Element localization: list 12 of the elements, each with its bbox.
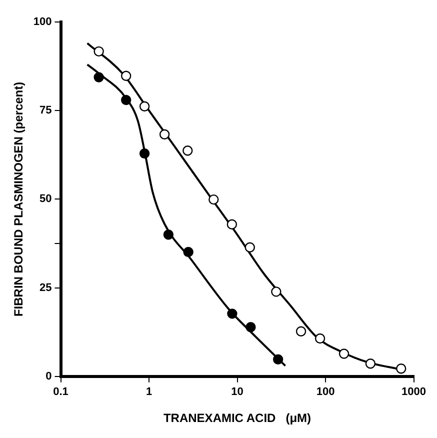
- y-tick-label: 75: [40, 104, 52, 117]
- y-tick-label: 0: [46, 370, 52, 382]
- y-tick-label: 100: [33, 16, 52, 28]
- y-axis-title: FIBRIN BOUND PLASMINOGEN (percent): [12, 82, 26, 317]
- x-tick-label: 10: [231, 386, 244, 398]
- x-tick-label: 1000: [402, 386, 426, 398]
- y-tick-label: 25: [40, 282, 52, 294]
- x-axis-title: TRANEXAMIC ACID (μM): [163, 411, 312, 426]
- x-tick-label: 1: [146, 386, 152, 398]
- x-tick-label: 100: [316, 386, 335, 398]
- x-tick-label: 0.1: [53, 386, 68, 398]
- y-tick-label: 50: [40, 193, 52, 206]
